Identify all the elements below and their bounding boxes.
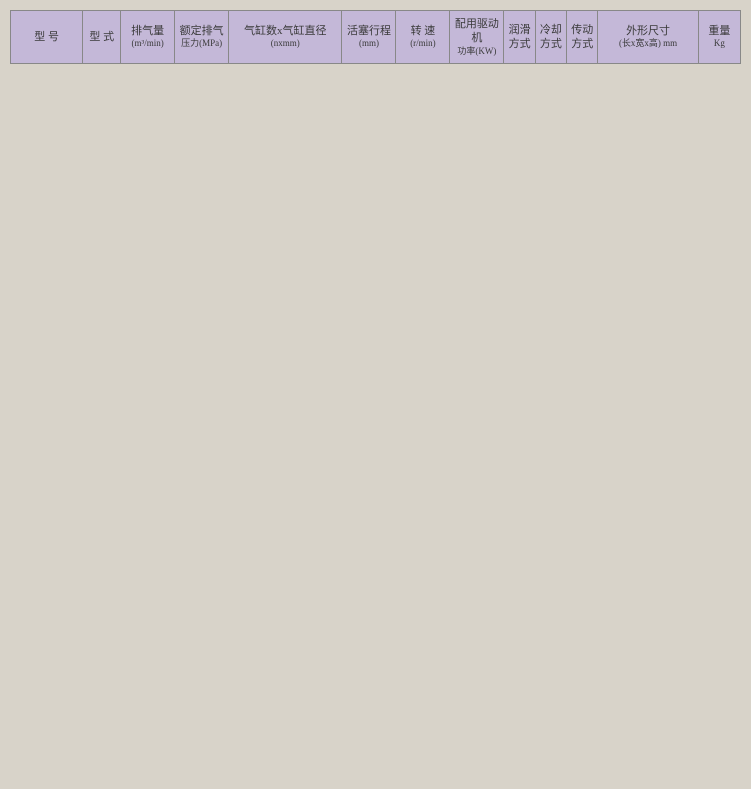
hdr-type: 型 式 [83,11,121,64]
hdr-cool: 冷却方式 [535,11,566,64]
hdr-dims: 外形尺寸(长x宽x高) mm [598,11,698,64]
header-row: 型 号 型 式 排气量(m³/min) 额定排气压力(MPa) 气缸数x气缸直径… [11,11,741,64]
hdr-displacement: 排气量(m³/min) [121,11,175,64]
hdr-speed: 转 速(r/min) [396,11,450,64]
hdr-model: 型 号 [11,11,83,64]
hdr-pressure: 额定排气压力(MPa) [175,11,229,64]
hdr-motor: 配用驱动机功率(KW) [450,11,504,64]
hdr-stroke: 活塞行程(mm) [342,11,396,64]
hdr-lube: 润滑方式 [504,11,535,64]
hdr-cylinder: 气缸数x气缸直径(nxmm) [229,11,342,64]
hdr-drive: 传动方式 [567,11,598,64]
compressor-spec-table: 型 号 型 式 排气量(m³/min) 额定排气压力(MPa) 气缸数x气缸直径… [10,10,741,64]
hdr-weight: 重量Kg [698,11,740,64]
